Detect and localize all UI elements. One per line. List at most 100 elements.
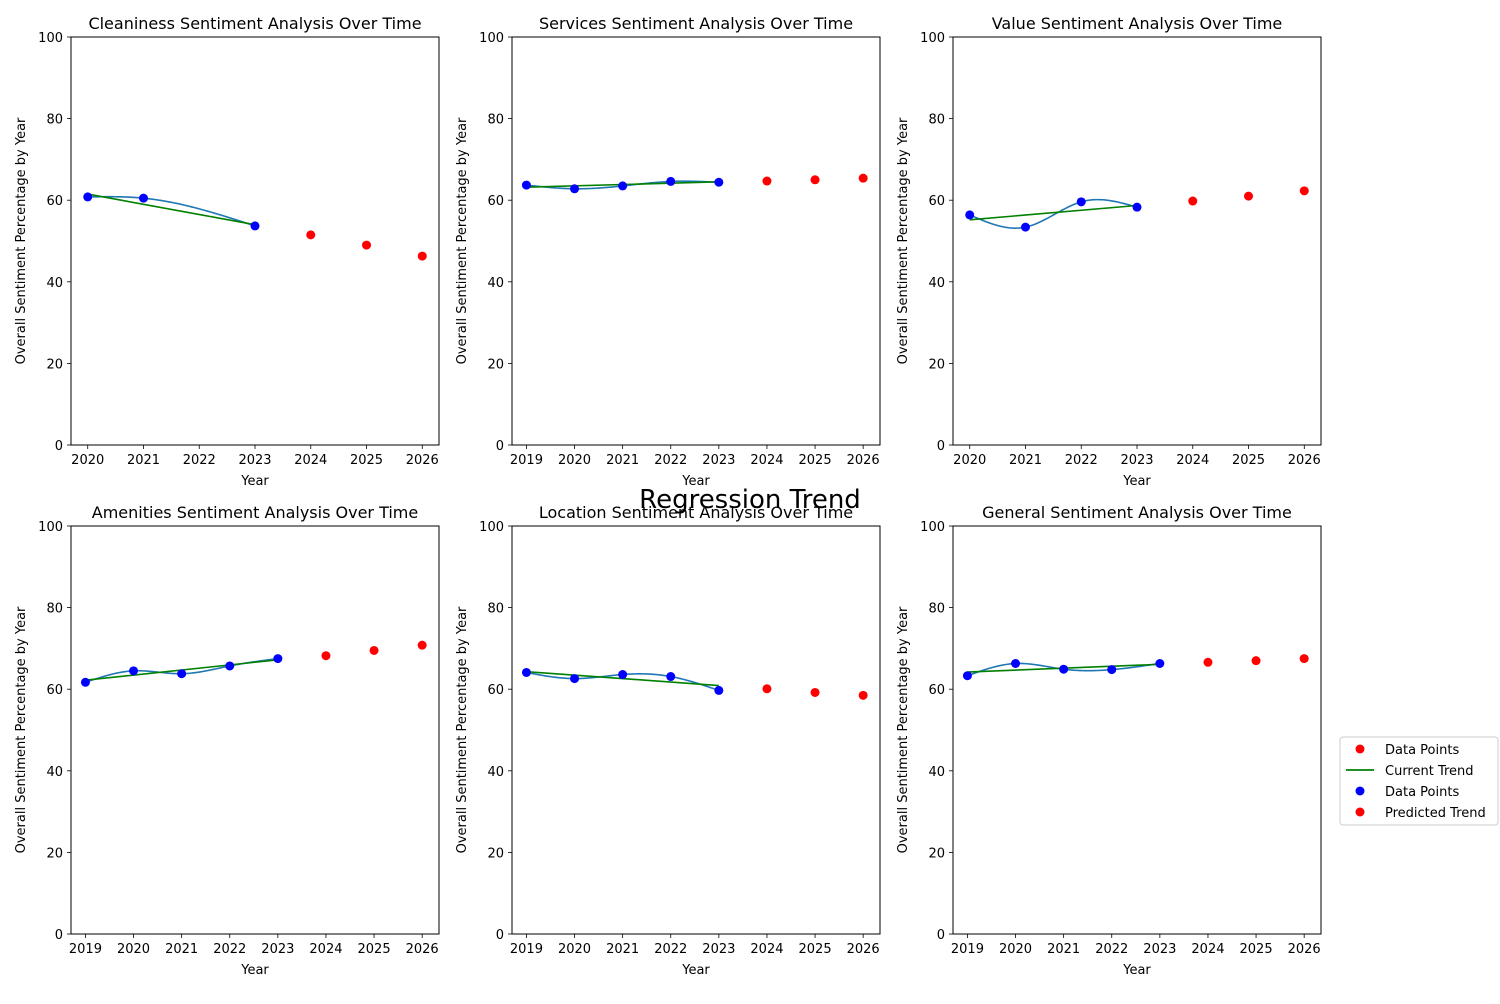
legend-entry-label: Current Trend xyxy=(1385,764,1474,779)
data-point xyxy=(714,177,724,187)
y-tick-label: 100 xyxy=(38,520,63,535)
x-tick-label: 2023 xyxy=(261,942,294,957)
x-axis-label: Year xyxy=(681,474,710,489)
x-tick-label: 2020 xyxy=(558,453,591,468)
current-trend-line xyxy=(87,193,256,226)
x-tick-label: 2025 xyxy=(358,942,391,957)
y-axis-label: Overall Sentiment Percentage by Year xyxy=(455,117,470,364)
predicted-point xyxy=(369,645,379,655)
y-tick-label: 0 xyxy=(55,439,63,454)
data-point xyxy=(1011,658,1021,668)
x-tick-label: 2021 xyxy=(165,942,198,957)
y-tick-label: 0 xyxy=(937,439,945,454)
y-tick-label: 0 xyxy=(496,928,504,943)
x-tick-label: 2024 xyxy=(1191,942,1224,957)
y-tick-label: 40 xyxy=(487,765,504,780)
spline-fit-line xyxy=(87,195,256,227)
y-tick-label: 100 xyxy=(479,31,504,46)
predicted-point xyxy=(362,240,372,250)
current-trend-line xyxy=(969,204,1138,221)
data-point xyxy=(250,221,260,231)
y-axis-label: Overall Sentiment Percentage by Year xyxy=(896,117,911,364)
data-point xyxy=(666,176,676,186)
x-tick-label: 2019 xyxy=(510,942,543,957)
data-point xyxy=(521,180,531,190)
x-tick-label: 2026 xyxy=(847,942,880,957)
y-tick-label: 80 xyxy=(46,113,63,128)
y-axis-label: Overall Sentiment Percentage by Year xyxy=(455,606,470,853)
predicted-point xyxy=(858,690,868,700)
axes-frame xyxy=(511,525,881,935)
legend-entry-label: Data Points xyxy=(1385,785,1459,800)
data-point xyxy=(618,670,628,680)
data-point xyxy=(129,666,139,676)
x-tick-label: 2024 xyxy=(750,453,783,468)
subplot-grid: Cleaniness Sentiment Analysis Over Time 2… xyxy=(14,14,1322,978)
legend-marker-swatch xyxy=(1355,807,1365,817)
data-point xyxy=(1020,222,1030,232)
predicted-point xyxy=(762,684,772,694)
x-tick-label: 2019 xyxy=(510,453,543,468)
y-tick-label: 60 xyxy=(487,194,504,209)
x-tick-label: 2019 xyxy=(69,942,102,957)
x-tick-label: 2022 xyxy=(654,942,687,957)
y-tick-label: 40 xyxy=(487,276,504,291)
axes-frame xyxy=(511,36,881,446)
y-tick-label: 100 xyxy=(38,31,63,46)
y-tick-label: 20 xyxy=(487,846,504,861)
subplot-1: Cleaniness Sentiment Analysis Over Time 2… xyxy=(14,14,440,489)
x-tick-label: 2019 xyxy=(951,942,984,957)
data-point xyxy=(962,671,972,681)
y-axis-label: Overall Sentiment Percentage by Year xyxy=(14,606,29,853)
data-point xyxy=(177,669,187,679)
subplot-4: Amenities Sentiment Analysis Over Time 20… xyxy=(14,503,440,978)
predicted-point xyxy=(306,230,316,240)
x-tick-label: 2026 xyxy=(406,453,439,468)
x-tick-label: 2024 xyxy=(309,942,342,957)
x-tick-label: 2022 xyxy=(183,453,216,468)
x-tick-label: 2023 xyxy=(702,453,735,468)
y-tick-label: 80 xyxy=(928,113,945,128)
x-tick-label: 2025 xyxy=(799,942,832,957)
x-tick-label: 2022 xyxy=(1065,453,1098,468)
x-tick-label: 2025 xyxy=(799,453,832,468)
data-point xyxy=(666,672,676,682)
y-tick-label: 0 xyxy=(937,928,945,943)
legend-marker-swatch xyxy=(1355,744,1365,754)
subplot-title: Services Sentiment Analysis Over Time xyxy=(539,14,853,33)
x-tick-label: 2020 xyxy=(117,942,150,957)
data-point xyxy=(80,677,90,687)
y-tick-label: 20 xyxy=(928,357,945,372)
axes-frame xyxy=(70,525,440,935)
y-tick-label: 40 xyxy=(928,276,945,291)
data-point xyxy=(1059,664,1069,674)
predicted-point xyxy=(1299,654,1309,664)
axes-frame xyxy=(70,36,440,446)
predicted-point xyxy=(417,251,427,261)
x-tick-label: 2024 xyxy=(294,453,327,468)
y-tick-label: 80 xyxy=(928,602,945,617)
x-tick-label: 2025 xyxy=(350,453,383,468)
data-point xyxy=(1107,665,1117,675)
x-axis-label: Year xyxy=(681,963,710,978)
legend-frame xyxy=(1339,736,1499,826)
x-tick-label: 2023 xyxy=(1143,942,1176,957)
axes-frame xyxy=(952,525,1322,935)
x-tick-label: 2021 xyxy=(606,453,639,468)
predicted-point xyxy=(1203,657,1213,667)
x-tick-label: 2026 xyxy=(1288,942,1321,957)
data-point xyxy=(618,181,628,191)
predicted-point xyxy=(1244,191,1254,201)
data-point xyxy=(225,661,235,671)
y-tick-label: 80 xyxy=(487,602,504,617)
y-tick-label: 20 xyxy=(46,357,63,372)
subplot-title: Amenities Sentiment Analysis Over Time xyxy=(92,503,418,522)
figure-suptitle: Regression Trend xyxy=(639,485,861,515)
y-tick-label: 80 xyxy=(487,113,504,128)
legend-entry-label: Predicted Trend xyxy=(1385,806,1486,821)
y-tick-label: 20 xyxy=(928,846,945,861)
data-point xyxy=(965,210,975,220)
predicted-point xyxy=(810,175,820,185)
subplot-title: General Sentiment Analysis Over Time xyxy=(982,503,1292,522)
data-point xyxy=(1132,202,1142,212)
